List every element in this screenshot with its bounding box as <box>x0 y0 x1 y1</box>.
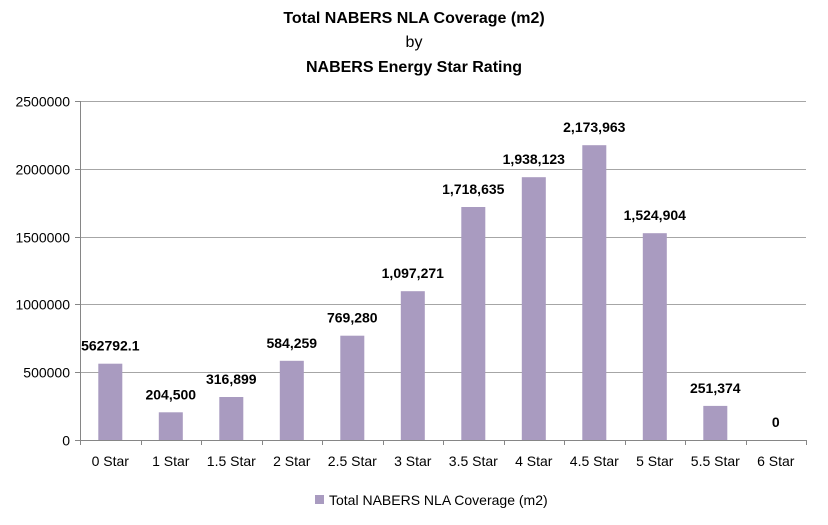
legend-label: Total NABERS NLA Coverage (m2) <box>329 492 548 508</box>
data-label: 2,173,963 <box>563 119 625 135</box>
data-label: 584,259 <box>266 335 317 351</box>
data-label: 251,374 <box>690 380 741 396</box>
chart-title-line-3: NABERS Energy Star Rating <box>306 59 522 76</box>
bar <box>219 397 244 440</box>
x-tick-labels: 0 Star 1 Star 1.5 Star 2 Star 2.5 Star 3 Star… <box>92 453 795 469</box>
x-tick-label: 3.5 Star <box>449 453 498 469</box>
data-label: 1,718,635 <box>442 181 504 197</box>
y-tick-label: 1000000 <box>15 297 70 313</box>
axes <box>75 101 807 445</box>
legend-swatch <box>315 495 324 504</box>
y-tick-labels: 0 500000 1000000 1500000 2000000 2500000 <box>15 94 70 449</box>
x-tick-label: 2.5 Star <box>328 453 377 469</box>
bar <box>703 405 728 440</box>
y-tick-label: 2000000 <box>15 162 70 178</box>
bar <box>98 363 123 440</box>
legend: Total NABERS NLA Coverage (m2) <box>315 492 548 508</box>
y-tick-label: 1500000 <box>15 230 70 246</box>
data-label: 562792.1 <box>81 338 140 354</box>
data-labels: 562792.1 204,500 316,899 584,259 769,280 1,09… <box>81 119 780 430</box>
bars <box>98 145 728 440</box>
x-tick-label: 5.5 Star <box>691 453 740 469</box>
data-label: 0 <box>772 414 780 430</box>
x-tick-label: 6 Star <box>757 453 795 469</box>
chart-title-line-1: Total NABERS NLA Coverage (m2) <box>283 10 544 27</box>
x-tick-label: 3 Star <box>394 453 432 469</box>
x-tick-label: 5 Star <box>636 453 674 469</box>
x-tick-label: 4.5 Star <box>570 453 619 469</box>
bar <box>279 360 304 440</box>
x-tick-label: 1 Star <box>152 453 190 469</box>
bar <box>158 412 183 440</box>
data-label: 1,938,123 <box>503 151 565 167</box>
x-tick-label: 4 Star <box>515 453 553 469</box>
y-tick-label: 2500000 <box>15 94 70 110</box>
y-tick-label: 0 <box>62 433 70 449</box>
bar <box>400 291 425 440</box>
data-label: 769,280 <box>327 310 378 326</box>
gridlines <box>80 101 806 373</box>
bar <box>642 233 667 440</box>
x-tick-label: 2 Star <box>273 453 311 469</box>
bar <box>521 177 546 440</box>
bar <box>582 145 607 440</box>
data-label: 204,500 <box>145 386 196 402</box>
data-label: 316,899 <box>206 371 257 387</box>
bar <box>461 207 486 440</box>
x-tick-label: 0 Star <box>92 453 130 469</box>
chart-title-line-2: by <box>406 34 423 51</box>
bar <box>340 335 365 440</box>
x-tick-label: 1.5 Star <box>207 453 256 469</box>
data-label: 1,097,271 <box>382 265 444 281</box>
data-label: 1,524,904 <box>624 207 686 223</box>
y-tick-label: 500000 <box>23 365 70 381</box>
